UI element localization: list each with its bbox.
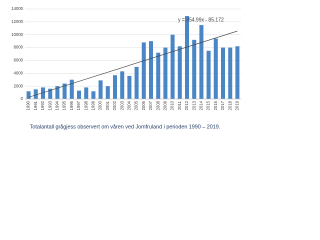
bar: [127, 75, 132, 99]
x-tick-label: 1994: [55, 100, 60, 110]
bar: [112, 75, 118, 99]
x-tick-label: 2003: [119, 100, 124, 110]
x-tick-label: 2012: [184, 100, 189, 110]
x-tick-label: 2010: [170, 100, 175, 110]
bar: [62, 83, 67, 99]
bar: [148, 41, 154, 99]
bar: [141, 42, 146, 99]
y-tick-label: 0: [21, 96, 24, 101]
bar: [184, 16, 190, 100]
y-tick-label: 12000: [11, 19, 23, 24]
bar: [134, 66, 139, 99]
x-tick-label: 2017: [220, 100, 225, 110]
bar: [170, 34, 175, 99]
x-tick-label: 2008: [155, 100, 160, 110]
bar: [199, 25, 204, 100]
bar: [91, 91, 96, 99]
x-tick-label: 2004: [127, 100, 132, 110]
y-tick-label: 2000: [14, 83, 24, 88]
bar: [220, 47, 226, 99]
x-tick-label: 2007: [148, 100, 153, 110]
bar: [206, 50, 211, 99]
bar: [192, 39, 197, 99]
trendline-label: y = 354.99x - 85.172: [178, 17, 224, 23]
x-tick-label: 2016: [213, 100, 218, 110]
x-tick-label: 2001: [105, 100, 110, 110]
bar: [33, 89, 38, 99]
trendline: [28, 30, 238, 98]
y-tick-label: 6000: [14, 58, 24, 63]
x-tick-label: 2018: [227, 100, 232, 110]
x-tick-label: 1990: [26, 100, 31, 110]
y-tick-label: 10000: [11, 32, 23, 37]
bar: [98, 80, 103, 99]
x-tick-label: 2005: [134, 100, 139, 110]
x-tick-label: 1997: [76, 100, 81, 110]
x-tick-label: 2009: [163, 100, 168, 110]
x-tick-label: 1991: [33, 100, 38, 110]
y-tick-label: 8000: [14, 45, 24, 50]
x-tick-label: 2014: [199, 100, 204, 110]
bar: [156, 52, 161, 99]
x-tick-label: 1992: [40, 100, 45, 110]
bar: [228, 47, 233, 99]
x-tick-label: 1999: [91, 100, 96, 110]
bar: [76, 90, 82, 99]
bar: [213, 38, 218, 99]
x-tick-label: 1998: [83, 100, 88, 110]
bar: [120, 71, 125, 99]
bar: [84, 87, 89, 99]
bar: [69, 79, 74, 99]
x-tick-label: 2015: [206, 100, 211, 110]
x-tick-label: 2000: [98, 100, 103, 110]
chart: Totalantall grågjess observert om våren …: [11, 6, 241, 130]
y-tick-label: 14000: [11, 6, 23, 11]
bar: [235, 46, 240, 99]
bar: [48, 88, 53, 99]
bar: [177, 46, 182, 99]
x-tick-label: 2019: [235, 100, 240, 110]
chart-title: Totalantall grågjess observert om våren …: [30, 123, 221, 130]
x-tick-label: 2011: [177, 100, 182, 110]
x-tick-label: 2006: [141, 100, 146, 110]
bar: [26, 91, 31, 99]
x-tick-label: 1996: [69, 100, 74, 110]
x-tick-label: 1993: [47, 100, 52, 110]
x-tick-label: 2013: [191, 100, 196, 110]
bar: [163, 47, 168, 99]
bar: [40, 87, 46, 99]
x-tick-label: 2002: [112, 100, 117, 110]
bar: [55, 86, 60, 99]
x-tick-label: 1995: [62, 100, 67, 110]
bar: [105, 86, 110, 99]
y-tick-label: 4000: [14, 70, 24, 75]
